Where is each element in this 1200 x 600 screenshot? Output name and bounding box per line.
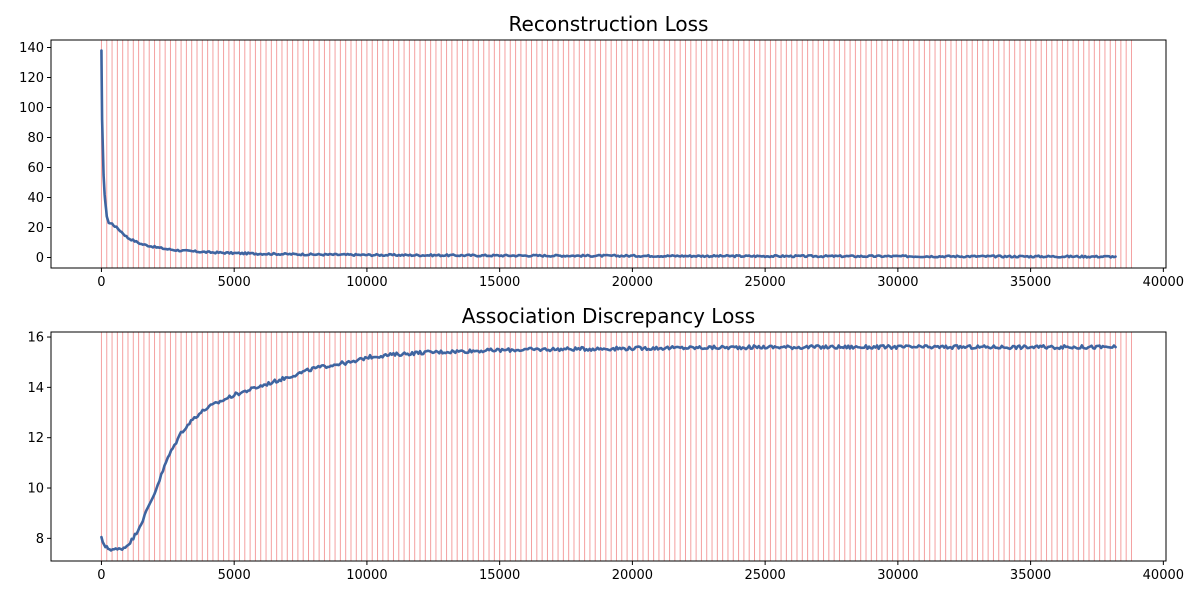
- series-line: [100, 49, 1117, 259]
- x-tick-label: 25000: [744, 568, 785, 583]
- y-tick-label: 16: [27, 331, 44, 346]
- x-tick-label: 20000: [612, 568, 653, 583]
- axes-frame: [50, 39, 1167, 269]
- x-tick-label: 40000: [1143, 568, 1184, 583]
- y-tick-label: 20: [27, 221, 44, 236]
- plot-area: [100, 332, 1132, 561]
- y-tick-label: 12: [27, 431, 44, 446]
- x-tick-label: 5000: [218, 275, 251, 290]
- y-tick-label: 100: [19, 101, 44, 116]
- x-tick-label: 0: [97, 568, 105, 583]
- x-tick-label: 30000: [877, 568, 918, 583]
- y-tick-label: 140: [19, 41, 44, 56]
- chart-title: Association Discrepancy Loss: [462, 304, 755, 328]
- x-tick-label: 25000: [744, 275, 785, 290]
- x-tick-label: 35000: [1010, 568, 1051, 583]
- x-tick-label: 0: [97, 275, 105, 290]
- y-tick-label: 0: [36, 251, 44, 266]
- y-tick-label: 120: [19, 71, 44, 86]
- y-tick-label: 80: [27, 131, 44, 146]
- chart-title: Reconstruction Loss: [509, 12, 709, 36]
- y-tick-label: 8: [36, 532, 44, 547]
- chart-panel-1: Reconstruction Loss 0 5000 10000 15000 20000 2…: [19, 12, 1184, 290]
- y-tick-label: 60: [27, 161, 44, 176]
- x-tick-label: 20000: [612, 275, 653, 290]
- plot-area: [100, 40, 1132, 268]
- y-tick-label: 14: [27, 381, 44, 396]
- x-tick-label: 15000: [479, 275, 520, 290]
- chart-panel-2: Association Discrepancy Loss 0 5000 10000 15…: [27, 304, 1184, 583]
- x-tick-label: 5000: [218, 568, 251, 583]
- x-tick-label: 10000: [346, 568, 387, 583]
- axes-frame: [50, 331, 1167, 562]
- x-tick-label: 35000: [1010, 275, 1051, 290]
- y-tick-label: 40: [27, 191, 44, 206]
- x-tick-label: 30000: [877, 275, 918, 290]
- x-tick-label: 15000: [479, 568, 520, 583]
- series-line: [100, 344, 1117, 552]
- x-tick-label: 10000: [346, 275, 387, 290]
- x-tick-label: 40000: [1143, 275, 1184, 290]
- y-tick-label: 10: [27, 482, 44, 497]
